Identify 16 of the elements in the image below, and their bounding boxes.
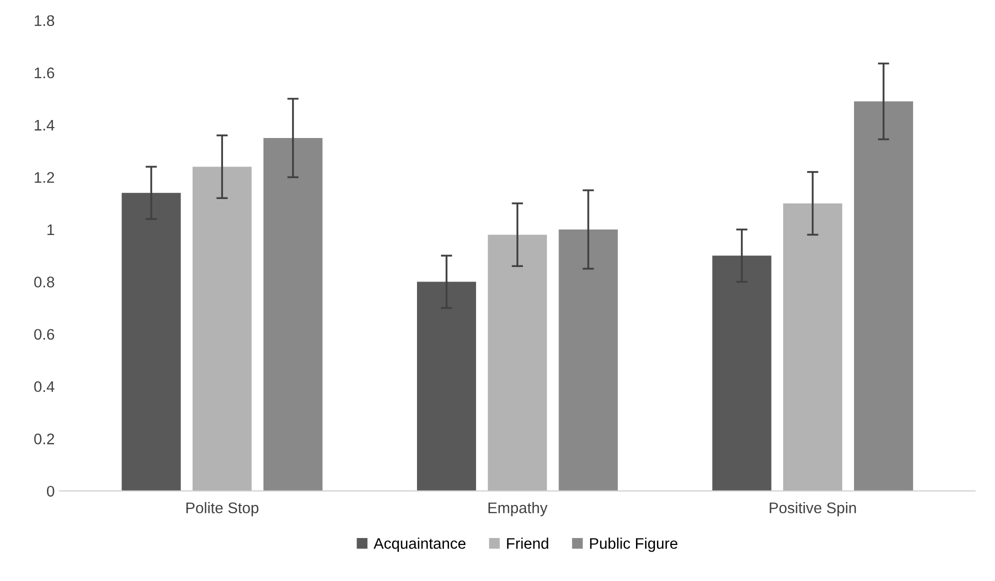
- y-tick-label: 0.6: [34, 328, 54, 340]
- x-tick-label: Empathy: [488, 502, 548, 516]
- y-tick-label: 0.4: [34, 381, 54, 392]
- y-tick-label: 0.8: [34, 276, 54, 288]
- legend-label: Friend: [507, 538, 548, 549]
- y-tick-label: 1.4: [34, 120, 54, 130]
- y-tick-label: 0: [46, 486, 54, 497]
- legend-label: Public Figure: [590, 538, 678, 552]
- y-tick-label: 1.8: [34, 15, 54, 26]
- legend-label: Acquaintance: [374, 538, 466, 552]
- y-tick-label: 1.6: [34, 67, 54, 78]
- y-tick-label: 1: [48, 224, 54, 236]
- y-tick-label: 1.2: [34, 172, 54, 183]
- x-tick-label: Polite Stop: [186, 502, 258, 516]
- y-tick-label: 0.2: [34, 434, 54, 444]
- x-tick-label: Positive Spin: [770, 502, 856, 516]
